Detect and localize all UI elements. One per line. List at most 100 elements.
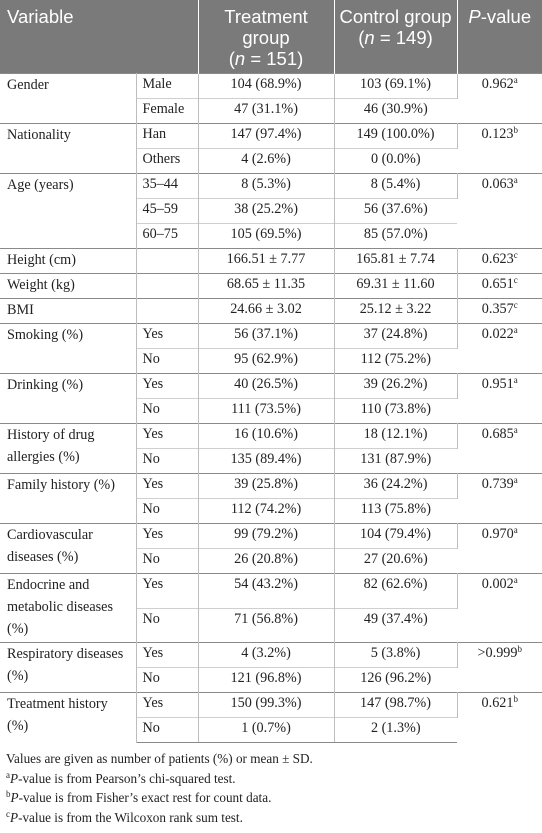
pvalue-text: 0.621 bbox=[481, 695, 514, 711]
pvalue-test-mark: a bbox=[513, 175, 518, 185]
treatment-cell: 1 (0.7%) bbox=[198, 717, 335, 743]
control-cell: 27 (20.6%) bbox=[334, 548, 458, 574]
treatment-cell: 112 (74.2%) bbox=[198, 498, 335, 524]
pvalue-cell: >0.999b bbox=[457, 642, 542, 693]
treatment-cell: 121 (96.8%) bbox=[198, 667, 335, 693]
category-cell: Yes bbox=[136, 423, 199, 449]
table-row: Weight (kg) 68.65 ± 11.35 69.31 ± 11.60 0.6… bbox=[0, 273, 542, 299]
header-pvalue-p: P bbox=[468, 6, 481, 27]
table-row: Respiratory diseases (%) Yes 4 (3.2%) 5 (3.… bbox=[0, 642, 542, 693]
pvalue-text: 0.063 bbox=[481, 176, 514, 192]
pvalue-text: 0.002 bbox=[481, 576, 514, 592]
pvalue-test-mark: c bbox=[513, 275, 518, 285]
treatment-cell: 26 (20.8%) bbox=[198, 548, 335, 574]
control-cell: 82 (62.6%) bbox=[334, 573, 458, 608]
category-cell: Male bbox=[136, 73, 199, 99]
treatment-cell: 56 (37.1%) bbox=[198, 323, 335, 349]
pvalue-test-mark: a bbox=[513, 525, 518, 535]
footnote-c-text: -value is from the Wilcoxon rank sum tes… bbox=[18, 809, 243, 825]
table-row: No 111 (73.5%) 110 (73.8%) bbox=[0, 398, 542, 424]
footnote-main: Values are given as number of patients (… bbox=[6, 751, 313, 766]
control-cell: 8 (5.4%) bbox=[334, 173, 458, 199]
pvalue-cell: 0.022a bbox=[457, 323, 542, 374]
table-row: No 1 (0.7%) 2 (1.3%) bbox=[0, 717, 542, 743]
control-cell: 2 (1.3%) bbox=[334, 717, 458, 743]
treatment-cell: 68.65 ± 11.35 bbox=[198, 273, 335, 299]
category-cell: Yes bbox=[136, 573, 199, 608]
table-row: Age (years) 35–44 8 (5.3%) 8 (5.4%) 0.063a bbox=[0, 173, 542, 249]
footnote-b: bP-value is from Fisher’s exact rest for… bbox=[6, 788, 542, 808]
category-cell: No bbox=[136, 548, 199, 574]
table-row: Cardiovascular diseases (%) Yes 99 (79.2%)… bbox=[0, 523, 542, 574]
pvalue-text: 0.962 bbox=[481, 76, 514, 92]
control-cell: 46 (30.9%) bbox=[334, 98, 458, 124]
variable-cell: History of drug allergies (%) bbox=[0, 423, 137, 474]
category-cell: No bbox=[136, 717, 199, 743]
treatment-cell: 47 (31.1%) bbox=[198, 98, 335, 124]
pvalue-test-mark: a bbox=[513, 575, 518, 585]
category-cell: No bbox=[136, 448, 199, 474]
header-control: Control group (n = 149) bbox=[334, 0, 458, 74]
treatment-cell: 99 (79.2%) bbox=[198, 523, 335, 549]
table-row: No 95 (62.9%) 112 (75.2%) bbox=[0, 348, 542, 374]
header-variable: Variable bbox=[0, 0, 199, 74]
table-row: No 135 (89.4%) 131 (87.9%) bbox=[0, 448, 542, 474]
treatment-cell: 105 (69.5%) bbox=[198, 223, 335, 249]
category-cell: Yes bbox=[136, 642, 199, 668]
footnote-a-p: P bbox=[10, 770, 19, 786]
pvalue-cell: 0.123b bbox=[457, 123, 542, 174]
variable-cell: Respiratory diseases (%) bbox=[0, 642, 137, 693]
category-cell: 45–59 bbox=[136, 198, 199, 224]
control-cell: 0 (0.0%) bbox=[334, 148, 458, 174]
control-cell: 103 (69.1%) bbox=[334, 73, 458, 99]
control-cell: 110 (73.8%) bbox=[334, 398, 458, 424]
pvalue-cell: 0.002a bbox=[457, 573, 542, 643]
category-cell: Yes bbox=[136, 473, 199, 499]
category-cell: 35–44 bbox=[136, 173, 199, 199]
category-cell bbox=[136, 298, 199, 324]
pvalue-test-mark: a bbox=[513, 425, 518, 435]
control-cell: 49 (37.4%) bbox=[334, 607, 458, 643]
treatment-cell: 71 (56.8%) bbox=[198, 607, 335, 643]
treatment-cell: 166.51 ± 7.77 bbox=[198, 248, 335, 274]
table-row: Female 47 (31.1%) 46 (30.9%) bbox=[0, 98, 542, 124]
pvalue-cell: 0.357c bbox=[457, 298, 542, 324]
pvalue-cell: 0.962a bbox=[457, 73, 542, 124]
variable-cell: Gender bbox=[0, 73, 137, 124]
table-row: Family history (%) Yes 39 (25.8%) 36 (24.2%… bbox=[0, 473, 542, 524]
treatment-cell: 8 (5.3%) bbox=[198, 173, 335, 199]
header-treatment: Treatment group (n = 151) bbox=[198, 0, 335, 74]
header-treatment-label: Treatment group bbox=[224, 6, 308, 48]
treatment-cell: 39 (25.8%) bbox=[198, 473, 335, 499]
category-cell: 60–75 bbox=[136, 223, 199, 249]
control-cell: 18 (12.1%) bbox=[334, 423, 458, 449]
category-cell: Female bbox=[136, 98, 199, 124]
footnote-c-mark: c bbox=[6, 808, 10, 819]
table-row: Treatment history (%) Yes 150 (99.3%) 147 (… bbox=[0, 692, 542, 743]
table-row: History of drug allergies (%) Yes 16 (10.6… bbox=[0, 423, 542, 474]
category-cell: Others bbox=[136, 148, 199, 174]
pvalue-text: 0.623 bbox=[481, 251, 514, 267]
control-cell: 113 (75.8%) bbox=[334, 498, 458, 524]
treatment-cell: 40 (26.5%) bbox=[198, 373, 335, 399]
treatment-cell: 54 (43.2%) bbox=[198, 573, 335, 608]
variable-cell: Treatment history (%) bbox=[0, 692, 137, 743]
pvalue-test-mark: b bbox=[517, 644, 522, 654]
pvalue-cell: 0.951a bbox=[457, 373, 542, 424]
control-cell: 112 (75.2%) bbox=[334, 348, 458, 374]
control-cell: 85 (57.0%) bbox=[334, 223, 458, 249]
treatment-cell: 104 (68.9%) bbox=[198, 73, 335, 99]
pvalue-cell: 0.063a bbox=[457, 173, 542, 249]
control-cell: 104 (79.4%) bbox=[334, 523, 458, 549]
treatment-cell: 16 (10.6%) bbox=[198, 423, 335, 449]
variable-cell: Age (years) bbox=[0, 173, 137, 249]
control-cell: 56 (37.6%) bbox=[334, 198, 458, 224]
category-cell: Yes bbox=[136, 373, 199, 399]
header-treatment-count: = 151) bbox=[245, 48, 304, 69]
category-cell: No bbox=[136, 498, 199, 524]
header-control-label: Control group bbox=[339, 6, 452, 27]
header-row: Variable Treatment group (n = 151) Contro… bbox=[0, 0, 542, 74]
footnote-b-p: P bbox=[10, 790, 19, 805]
category-cell: No bbox=[136, 667, 199, 693]
table-row: Drinking (%) Yes 40 (26.5%) 39 (26.2%) 0.951… bbox=[0, 373, 542, 424]
